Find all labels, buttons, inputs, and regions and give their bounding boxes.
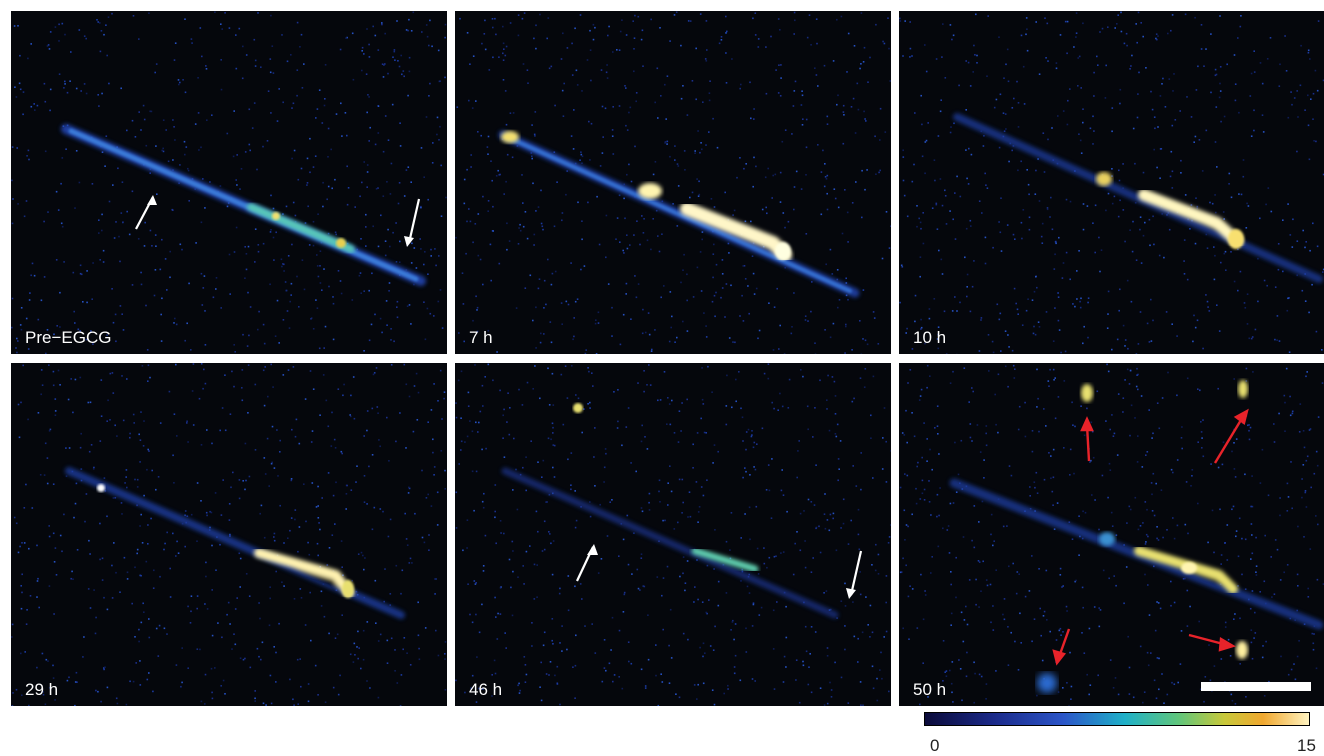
arrow-icon bbox=[851, 551, 861, 595]
timepoint-label: 7 h bbox=[469, 328, 493, 348]
timepoint-label: 10 h bbox=[913, 328, 946, 348]
panel-pre-egcg: Pre−EGCG bbox=[11, 11, 447, 354]
scale-bar bbox=[1201, 682, 1311, 691]
colorbar-min-label: 0 bbox=[930, 736, 939, 756]
panel-10h: 10 h bbox=[899, 11, 1324, 354]
fluorescence-image bbox=[455, 363, 891, 706]
panel-7h: 7 h bbox=[455, 11, 891, 354]
fluorescence-image bbox=[11, 11, 447, 354]
panel-46h: 46 h bbox=[455, 363, 891, 706]
fluorescence-image bbox=[899, 363, 1324, 706]
arrow-icon bbox=[1215, 415, 1244, 463]
fluorescence-image bbox=[455, 11, 891, 354]
fluorescence-image bbox=[11, 363, 447, 706]
intensity-colorbar bbox=[924, 712, 1310, 726]
panel-50h: 50 h bbox=[899, 363, 1324, 706]
panel-29h: 29 h bbox=[11, 363, 447, 706]
timepoint-label: Pre−EGCG bbox=[25, 328, 111, 348]
timepoint-label: 46 h bbox=[469, 680, 502, 700]
colorbar-max-label: 15 bbox=[1297, 736, 1316, 756]
timepoint-label: 50 h bbox=[913, 680, 946, 700]
arrow-icon bbox=[409, 199, 419, 243]
timepoint-label: 29 h bbox=[25, 680, 58, 700]
fluorescence-image bbox=[899, 11, 1324, 354]
